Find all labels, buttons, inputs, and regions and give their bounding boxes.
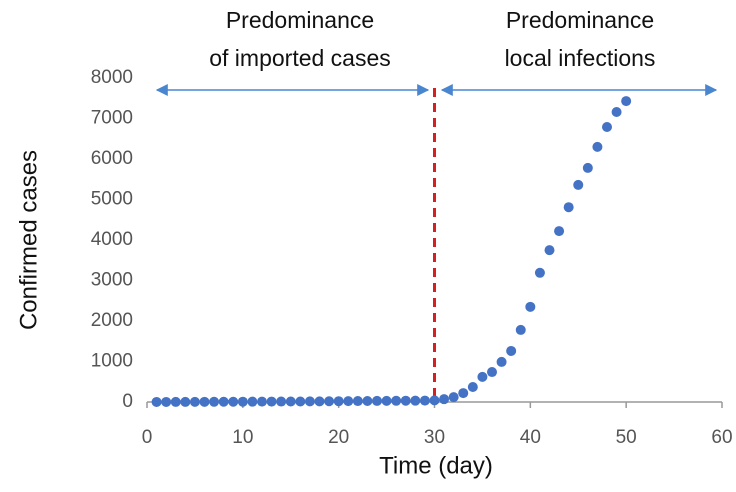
point (477, 371, 488, 382)
point (592, 141, 603, 152)
point (199, 396, 210, 407)
x-tick-label: 20 (328, 427, 349, 448)
x-tick-label: 60 (711, 427, 732, 448)
point (410, 395, 421, 406)
y-tick-label: 6000 (91, 148, 133, 169)
annotation: Predominance (226, 7, 374, 33)
x-tick-label: 50 (616, 427, 637, 448)
point (362, 395, 373, 406)
point (611, 107, 622, 118)
point (602, 122, 612, 133)
point (285, 396, 296, 407)
point (343, 396, 354, 407)
point (487, 367, 497, 378)
y-axis-title: Confirmed cases (15, 150, 42, 330)
point (496, 356, 507, 367)
point (189, 396, 200, 407)
y-tick-label: 0 (122, 391, 133, 412)
annotation: Predominance (506, 7, 654, 33)
point (372, 395, 382, 406)
point (161, 396, 172, 407)
point (506, 345, 517, 356)
y-tick-label: 3000 (91, 270, 133, 291)
annotation: local infections (505, 45, 656, 71)
x-axis-title: Time (day) (379, 452, 493, 479)
y-tick-label: 8000 (91, 67, 133, 88)
x-tick-label: 0 (142, 427, 153, 448)
point (419, 395, 430, 406)
point (429, 395, 440, 406)
point (573, 179, 584, 190)
point (525, 301, 536, 312)
point (621, 96, 632, 107)
point (218, 396, 229, 407)
point (381, 395, 392, 406)
point (209, 396, 220, 407)
x-tick-label: 30 (424, 427, 445, 448)
y-tick-label: 2000 (91, 310, 133, 331)
y-tick-label: 5000 (91, 189, 133, 210)
point (400, 395, 411, 406)
point (170, 396, 181, 407)
point (247, 396, 258, 407)
point (439, 394, 450, 405)
y-tick-label: 1000 (91, 351, 133, 372)
x-tick-label: 10 (232, 427, 253, 448)
point (324, 396, 335, 407)
point (257, 396, 267, 407)
point (314, 396, 325, 407)
y-tick-label: 4000 (91, 229, 133, 250)
point (276, 396, 287, 407)
y-tick-label: 7000 (91, 108, 133, 129)
point (304, 396, 315, 407)
x-tick-label: 40 (520, 427, 541, 448)
point (448, 392, 459, 403)
point (295, 396, 306, 407)
point (266, 396, 277, 407)
point (554, 226, 565, 237)
point (534, 267, 545, 278)
point (180, 396, 191, 407)
point (228, 396, 239, 407)
point (467, 382, 478, 393)
annotation: of imported cases (209, 45, 391, 71)
point (352, 396, 363, 407)
point (151, 396, 162, 407)
point (237, 396, 248, 407)
point (582, 162, 593, 173)
point (544, 245, 555, 256)
point (391, 395, 402, 406)
point (515, 324, 526, 335)
point (458, 388, 469, 399)
point (333, 396, 344, 407)
point (563, 202, 574, 213)
